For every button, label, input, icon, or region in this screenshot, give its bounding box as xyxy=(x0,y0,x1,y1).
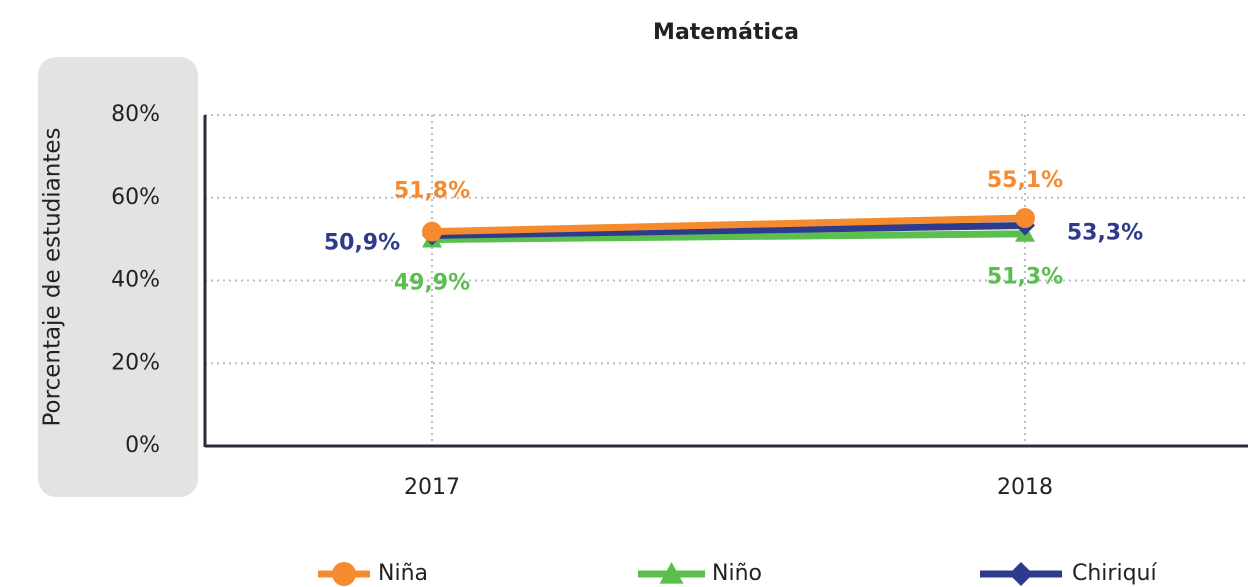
y-label-box xyxy=(38,57,198,497)
line xyxy=(431,214,1026,236)
marker xyxy=(659,562,684,584)
y-tick-label: 0% xyxy=(125,433,160,458)
line xyxy=(431,221,1026,239)
marker xyxy=(1009,562,1033,586)
y-tick-label: 40% xyxy=(111,268,160,293)
value-label: 55,1% xyxy=(987,168,1063,193)
value-label: 51,3% xyxy=(987,265,1063,290)
value-label: 50,9% xyxy=(324,230,400,255)
chart-title: Matemática xyxy=(653,20,799,45)
line xyxy=(431,230,1026,244)
value-label: 49,9% xyxy=(394,271,470,296)
y-tick-label: 20% xyxy=(111,350,160,375)
x-tick-label: 2017 xyxy=(404,475,460,500)
x-tick-label: 2018 xyxy=(997,475,1053,500)
y-axis-label: Porcentaje de estudiantes xyxy=(40,127,66,426)
marker xyxy=(332,562,356,586)
y-tick-label: 80% xyxy=(111,102,160,127)
marker xyxy=(422,221,442,242)
legend-label: Niño xyxy=(712,561,762,586)
legend-label: Niña xyxy=(378,561,428,586)
value-label: 51,8% xyxy=(394,179,470,204)
value-label: 53,3% xyxy=(1067,220,1143,245)
y-tick-label: 60% xyxy=(111,185,160,210)
legend-label: Chiriquí xyxy=(1072,561,1157,586)
marker xyxy=(1015,208,1035,229)
